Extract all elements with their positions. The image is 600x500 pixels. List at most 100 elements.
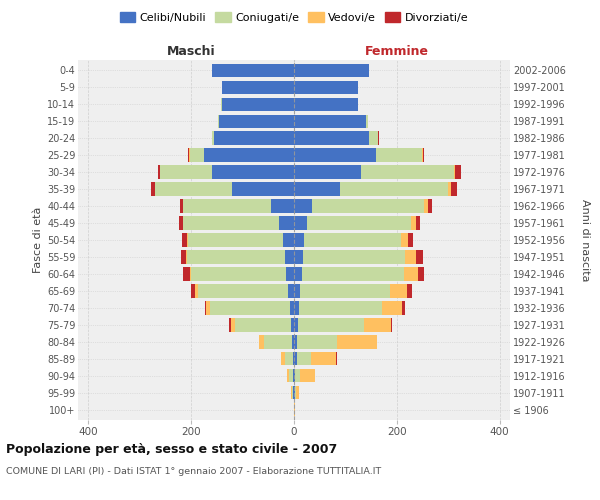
Bar [294,216,307,230]
Bar [289,369,293,382]
Bar [402,302,404,314]
Bar [210,302,290,314]
Bar [455,166,461,178]
Bar [294,64,368,77]
Bar [300,284,390,298]
Bar [191,268,286,280]
Bar [294,250,303,264]
Bar [184,268,190,280]
Bar [292,336,294,348]
Bar [376,148,422,162]
Bar [278,216,294,230]
Bar [407,284,412,298]
Bar [337,336,377,348]
Bar [298,318,364,332]
Bar [296,336,337,348]
Bar [294,386,295,400]
Bar [451,182,457,196]
Bar [416,250,422,264]
Bar [160,166,212,178]
Bar [340,182,448,196]
Bar [295,386,296,400]
Bar [411,216,416,230]
Bar [405,250,416,264]
Bar [294,302,299,314]
Bar [231,318,235,332]
Bar [195,284,198,298]
Bar [404,268,418,280]
Bar [366,114,368,128]
Bar [382,302,402,314]
Bar [232,182,294,196]
Bar [311,352,335,366]
Bar [287,369,289,382]
Bar [307,216,411,230]
Bar [288,284,294,298]
Bar [281,352,285,366]
Bar [294,284,300,298]
Bar [286,268,294,280]
Bar [259,336,264,348]
Bar [290,302,294,314]
Bar [296,352,311,366]
Bar [294,234,304,246]
Bar [294,182,340,196]
Text: Femmine: Femmine [365,46,429,59]
Bar [299,302,382,314]
Bar [214,132,294,144]
Bar [294,98,358,111]
Bar [229,318,231,332]
Bar [204,148,294,162]
Bar [448,182,451,196]
Bar [212,166,294,178]
Bar [285,352,293,366]
Bar [187,250,285,264]
Bar [292,318,294,332]
Bar [191,284,195,298]
Text: Maschi: Maschi [167,46,215,59]
Bar [190,148,204,162]
Bar [294,200,312,212]
Bar [294,268,302,280]
Bar [364,318,391,332]
Bar [416,216,420,230]
Bar [312,200,424,212]
Legend: Celibi/Nubili, Coniugati/e, Vedovi/e, Divorziati/e: Celibi/Nubili, Coniugati/e, Vedovi/e, Di… [115,8,473,28]
Bar [179,216,183,230]
Bar [190,268,191,280]
Bar [264,336,292,348]
Bar [205,302,206,314]
Bar [186,250,187,264]
Bar [292,386,293,400]
Bar [335,352,337,366]
Bar [428,200,433,212]
Bar [181,200,183,212]
Bar [304,234,401,246]
Bar [390,284,407,298]
Bar [294,166,361,178]
Bar [294,336,296,348]
Bar [368,132,378,144]
Bar [391,318,392,332]
Text: COMUNE DI LARI (PI) - Dati ISTAT 1° gennaio 2007 - Elaborazione TUTTITALIA.IT: COMUNE DI LARI (PI) - Dati ISTAT 1° genn… [6,468,381,476]
Bar [285,250,294,264]
Bar [294,114,366,128]
Bar [212,132,214,144]
Bar [294,352,296,366]
Bar [418,268,424,280]
Bar [303,250,405,264]
Bar [408,234,413,246]
Bar [206,302,210,314]
Bar [294,318,298,332]
Bar [181,250,186,264]
Bar [184,200,271,212]
Bar [235,318,292,332]
Bar [294,132,368,144]
Bar [294,80,358,94]
Bar [300,369,314,382]
Bar [422,148,424,162]
Bar [294,369,295,382]
Bar [222,80,294,94]
Bar [188,148,189,162]
Bar [302,268,404,280]
